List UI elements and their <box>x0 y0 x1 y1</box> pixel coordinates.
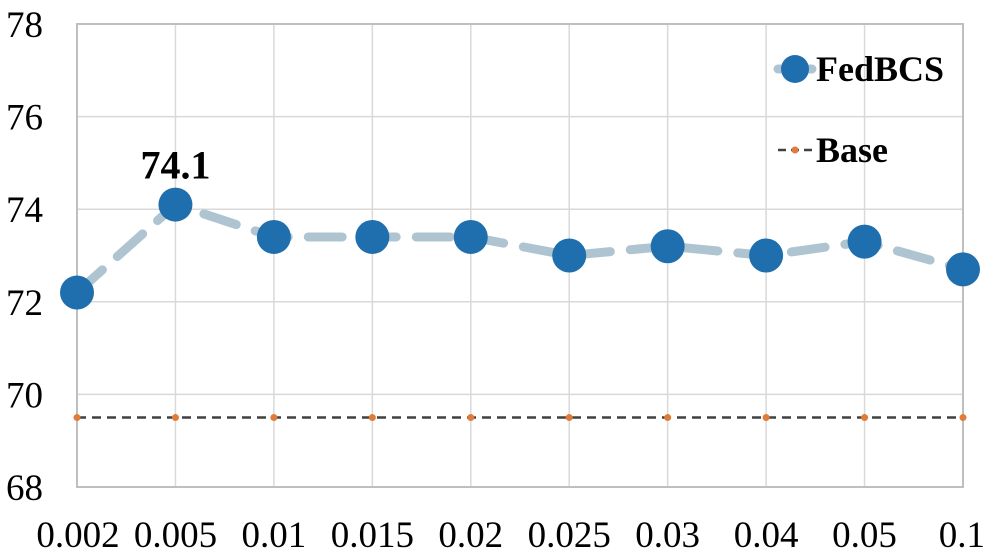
x-axis-tick-labels: 0.002 0.005 0.01 0.015 0.02 0.025 0.03 0.04 0.05… <box>36 515 985 556</box>
x-tick-label: 0.05 <box>832 515 897 556</box>
base-series <box>73 414 967 422</box>
legend-item-base: Base <box>778 130 888 170</box>
fedbcs-point <box>749 238 784 273</box>
y-tick-label: 78 <box>6 5 43 46</box>
base-point <box>762 414 770 422</box>
fedbcs-point <box>552 238 587 273</box>
legend-fedbcs-marker <box>781 55 809 83</box>
x-tick-label: 0.01 <box>242 515 307 556</box>
y-tick-label: 76 <box>6 98 43 139</box>
fedbcs-point <box>60 275 94 310</box>
y-tick-label: 72 <box>6 283 43 324</box>
x-tick-label: 0.02 <box>438 515 503 556</box>
x-tick-label: 0.04 <box>734 515 799 556</box>
base-point <box>664 414 672 422</box>
base-point <box>467 414 475 422</box>
base-point <box>565 414 573 422</box>
x-tick-label: 0.015 <box>331 515 414 556</box>
x-tick-label: 0.1 <box>939 515 985 556</box>
legend-base-marker <box>791 146 799 154</box>
fedbcs-line <box>72 200 968 298</box>
y-tick-label: 70 <box>6 375 43 416</box>
annotations: 74.1 <box>140 143 210 188</box>
legend-base-label: Base <box>816 130 888 170</box>
base-point <box>368 414 376 422</box>
legend-item-fedbcs: FedBCS <box>773 49 944 89</box>
data-label-peak: 74.1 <box>140 143 210 188</box>
base-point <box>171 414 179 422</box>
base-point <box>861 414 869 422</box>
x-tick-label: 0.005 <box>134 515 217 556</box>
base-point <box>270 414 278 422</box>
legend: FedBCS Base <box>773 49 944 170</box>
fedbcs-point <box>355 219 390 254</box>
fedbcs-point <box>158 187 193 222</box>
fedbcs-point <box>650 229 685 264</box>
base-point <box>73 414 81 422</box>
fedbcs-point <box>946 252 980 287</box>
fedbcs-series <box>60 187 980 310</box>
x-tick-label: 0.002 <box>36 515 119 556</box>
legend-fedbcs-label: FedBCS <box>816 49 944 89</box>
fedbcs-point <box>453 219 488 254</box>
x-tick-label: 0.025 <box>528 515 611 556</box>
fedbcs-point <box>256 219 291 254</box>
y-tick-label: 68 <box>6 468 43 509</box>
y-tick-label: 74 <box>6 190 43 231</box>
base-point <box>959 414 967 422</box>
fedbcs-point <box>847 224 882 259</box>
y-axis-tick-labels: 68 70 72 74 76 78 <box>6 5 43 509</box>
x-tick-label: 0.03 <box>635 515 700 556</box>
